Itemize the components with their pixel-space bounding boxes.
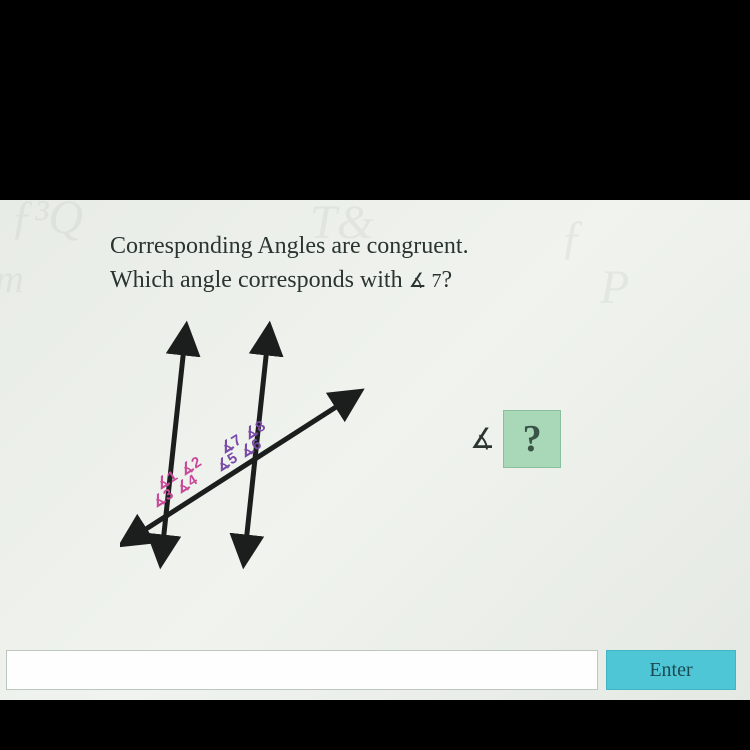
question-line1: Corresponding Angles are congruent. <box>110 230 469 264</box>
angle-label: ∡8 <box>241 417 268 443</box>
watermark: P <box>600 260 629 315</box>
answer-input-box[interactable]: ? <box>503 410 561 468</box>
question-line2: Which angle corresponds with ∡ 7? <box>110 264 469 298</box>
diagram-svg: ∡1∡2∡3∡4∡5∡6∡7∡8 <box>120 320 380 580</box>
angle-label: ∡3 <box>149 485 176 511</box>
input-bar: Enter <box>6 650 736 690</box>
watermark: m <box>0 255 24 302</box>
angle-diagram: ∡1∡2∡3∡4∡5∡6∡7∡8 <box>120 320 380 580</box>
angle-symbol: ∡ <box>470 422 495 456</box>
problem-panel: ƒ³Q T& ƒ P m Corresponding Angles are co… <box>0 200 750 700</box>
answer-placeholder: ? <box>523 417 542 461</box>
question-text: Corresponding Angles are congruent. Whic… <box>110 230 469 297</box>
answer-area: ∡ ? <box>470 410 561 468</box>
watermark: ƒ³Q <box>10 200 83 245</box>
enter-button[interactable]: Enter <box>606 650 736 690</box>
answer-text-input[interactable] <box>6 650 598 690</box>
watermark: ƒ <box>560 210 584 265</box>
